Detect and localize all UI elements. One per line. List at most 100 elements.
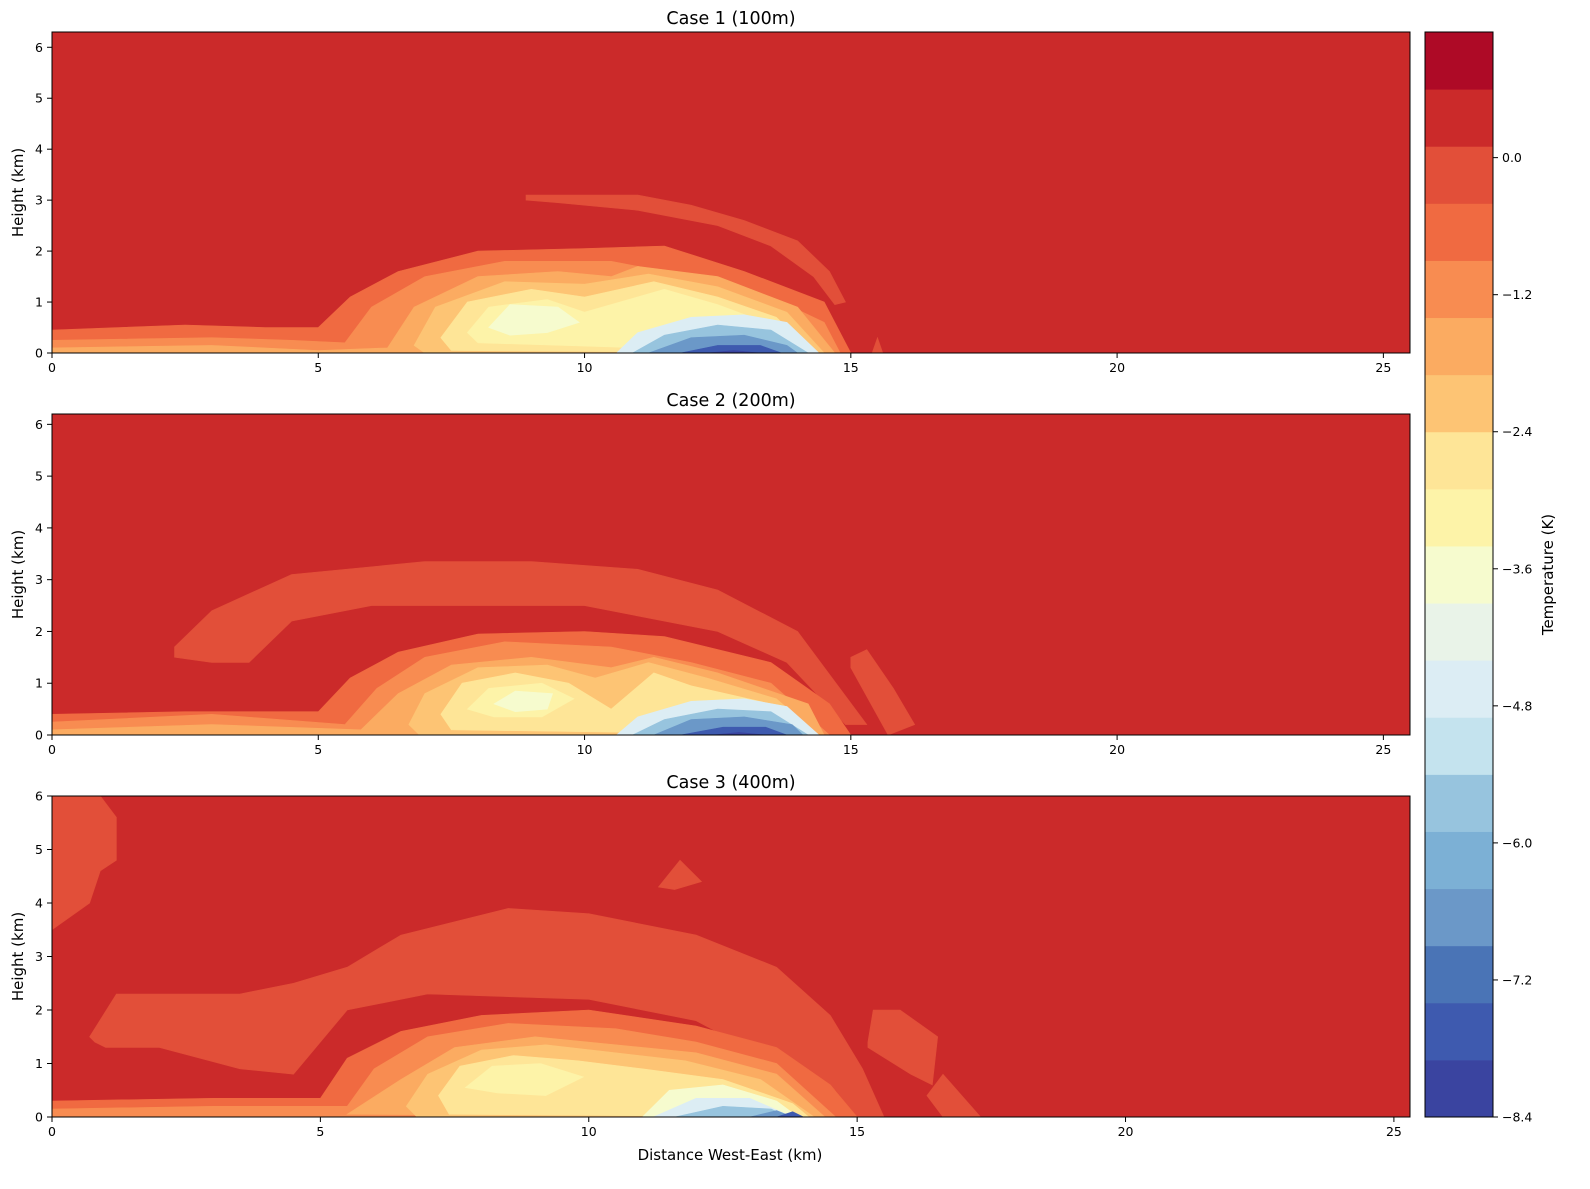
contour-region-13 [706,350,761,353]
colorbar-frame [1424,31,1494,1118]
plot-frame [51,413,1411,736]
colorbar-level-5 [1425,831,1493,890]
contour-region-14 [871,336,884,353]
contour-region-14 [712,732,766,735]
contour-region-1 [174,561,868,725]
colorbar-level-14 [1425,317,1493,376]
y-tick-label: 2 [35,1003,43,1018]
colorbar-tick-label: −6.0 [1502,835,1532,850]
colorbar-level-11 [1425,488,1493,547]
y-axis-label: Height (km) [9,530,27,619]
colorbar-tick-label: −3.6 [1502,561,1532,576]
x-tick-label: 10 [581,1124,597,1139]
y-tick-label: 3 [35,193,43,208]
panel-3: 0 5 10 15 20 25 0 1 2 3 4 5 6 Case 3 (400m) Height (km… [9,773,1411,1164]
colorbar-level-15 [1425,260,1493,319]
contour-region-2 [657,859,703,890]
contour-region-4 [867,1009,939,1086]
y-tick-label: 2 [35,244,43,259]
contour-regions [52,796,981,1117]
x-tick-label: 15 [843,360,859,375]
colorbar-tick-label: −4.8 [1502,698,1532,713]
x-tick-label: 0 [48,1124,56,1139]
colorbar-tick-label: −2.4 [1502,424,1532,439]
x-tick-label: 0 [48,742,56,757]
colorbar-tick-label: 0.0 [1502,150,1522,165]
colorbar-level-18 [1425,89,1493,147]
colorbar-level-2 [1425,1002,1493,1061]
contour-region-8 [488,304,580,336]
y-tick-label: 4 [35,520,43,535]
x-tick-label: 10 [577,360,593,375]
y-tick-label: 4 [35,896,43,911]
x-tick-label: 5 [314,742,322,757]
colorbar-level-1 [1425,1059,1493,1118]
y-tick-label: 6 [35,417,43,432]
y-axis-label: Height (km) [9,148,27,237]
panel-title: Case 2 (200m) [666,391,795,411]
colorbar-level-3 [1425,945,1493,1004]
contour-region-12 [680,345,782,353]
x-tick-label: 25 [1386,1124,1402,1139]
y-tick-label: 6 [35,40,43,55]
colorbar-level-8 [1425,660,1493,718]
x-tick-label: 10 [577,742,593,757]
y-tick-label: 5 [35,842,43,857]
colorbar-level-13 [1425,374,1493,433]
panel-title: Case 3 (400m) [666,773,795,793]
x-tick-label: 0 [48,360,56,375]
y-tick-label: 6 [35,789,43,804]
colorbar-level-10 [1425,545,1493,604]
y-axis-label: Height (km) [9,912,27,1001]
contour-region-1 [52,796,117,931]
x-tick-label: 15 [849,1124,865,1139]
colorbar-level-4 [1425,888,1493,947]
x-tick-label: 20 [1109,742,1125,757]
contour-region-16 [776,1111,804,1117]
y-tick-label: 5 [35,469,43,484]
y-tick-label: 4 [35,142,43,157]
x-tick-label: 25 [1375,360,1391,375]
y-tick-label: 3 [35,572,43,587]
colorbar: 0.0 −1.2 −2.4 −3.6 −4.8 −6.0 −7.2 −8.4 Temperatu… [1424,31,1557,1125]
y-tick-label: 1 [35,1056,43,1071]
panel-2: 0 5 10 15 20 25 0 1 2 3 4 5 6 Case 2 (200m) Height (km… [9,391,1411,757]
x-tick-label: 5 [316,1124,324,1139]
contour-region-2 [850,649,916,735]
x-tick-label: 5 [314,360,322,375]
colorbar-label: Temperature (K) [1539,514,1557,636]
colorbar-level-7 [1425,717,1493,775]
contour-region-13 [680,726,788,735]
y-tick-label: 0 [35,728,43,743]
colorbar-level-12 [1425,431,1493,490]
contour-region-1 [525,194,846,305]
panel-1: 0 5 10 15 20 25 0 1 2 3 4 5 6 Case 1 (100m) Height (km… [9,9,1411,375]
contour-region-5 [926,1073,981,1117]
y-tick-label: 0 [35,346,43,361]
contour-region-14 [674,1105,788,1117]
x-axis-label: Distance West-East (km) [638,1146,823,1164]
x-tick-label: 15 [843,742,859,757]
colorbar-level-19 [1425,32,1493,90]
y-tick-label: 3 [35,949,43,964]
x-tick-label: 20 [1109,360,1125,375]
colorbar-level-9 [1425,603,1493,661]
contour-region-11 [464,1063,585,1096]
colorbar-tick-label: −1.2 [1502,287,1532,302]
x-tick-label: 25 [1375,742,1391,757]
contour-regions [52,561,916,735]
contour-regions [52,194,884,353]
y-tick-label: 1 [35,295,43,310]
y-tick-label: 1 [35,676,43,691]
panel-title: Case 1 (100m) [666,9,795,29]
y-tick-label: 2 [35,624,43,639]
colorbar-level-16 [1425,203,1493,261]
colorbar-level-17 [1425,146,1493,204]
y-tick-label: 5 [35,91,43,106]
contour-region-9 [493,690,554,713]
colorbar-level-6 [1425,774,1493,832]
colorbar-tick-label: −7.2 [1502,972,1532,987]
x-tick-label: 20 [1118,1124,1134,1139]
colorbar-tick-label: −8.4 [1502,1110,1532,1125]
